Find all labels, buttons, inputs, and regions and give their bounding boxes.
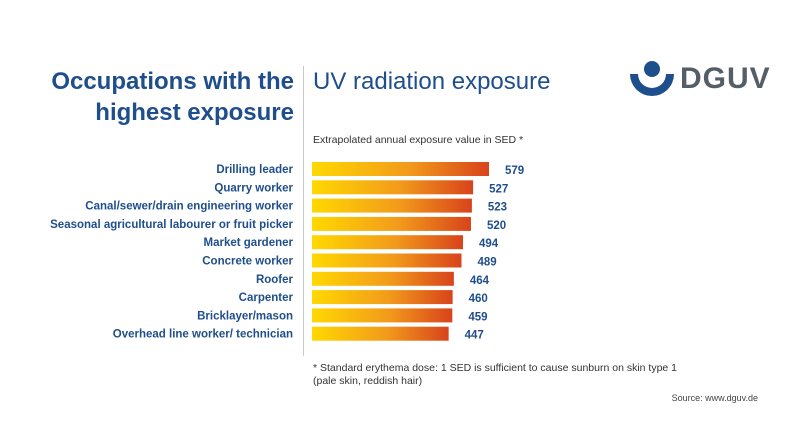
category-label: Overhead line worker/ technician	[113, 329, 293, 341]
bar	[312, 162, 489, 176]
value-label: 579	[505, 165, 524, 177]
footnote: * Standard erythema dose: 1 SED is suffi…	[313, 362, 677, 388]
page-title: Occupations with the highest exposure	[51, 66, 294, 128]
value-label: 460	[469, 293, 488, 305]
source-note: Source: www.dguv.de	[671, 393, 758, 403]
value-label: 494	[479, 238, 499, 250]
value-label: 527	[489, 183, 508, 195]
category-label: Drilling leader	[216, 164, 293, 176]
chart-subtitle: Extrapolated annual exposure value in SE…	[313, 134, 524, 146]
value-label: 489	[477, 257, 496, 269]
category-label: Seasonal agricultural labourer or fruit …	[50, 219, 293, 231]
page-title-line2: highest exposure	[95, 99, 294, 126]
footnote-line1: * Standard erythema dose: 1 SED is suffi…	[313, 362, 678, 374]
footnote-line2: (pale skin, reddish hair)	[313, 375, 423, 387]
category-label: Roofer	[256, 274, 294, 286]
category-label: Market gardener	[204, 237, 294, 249]
dguv-logo: DGUV	[630, 60, 770, 100]
value-label: 447	[465, 330, 484, 342]
category-label: Concrete worker	[202, 256, 293, 268]
category-label: Bricklayer/mason	[197, 310, 293, 322]
bar	[312, 198, 472, 213]
bar	[312, 180, 474, 195]
title-divider	[303, 66, 304, 356]
bar	[312, 253, 462, 268]
category-label: Carpenter	[239, 292, 294, 304]
value-label: 523	[488, 202, 507, 214]
bar	[312, 290, 453, 305]
bars-group: Drilling leader 579 Quarry worker 527 Canal/…	[50, 162, 524, 342]
chart-heading: UV radiation exposure	[313, 68, 551, 95]
logo-text: DGUV	[680, 62, 771, 95]
category-label: Quarry worker	[214, 182, 293, 194]
bar	[312, 235, 464, 250]
category-label: Canal/sewer/drain engineering worker	[85, 201, 293, 213]
value-label: 464	[470, 275, 490, 287]
value-label: 459	[468, 311, 487, 323]
value-label: 520	[487, 220, 506, 232]
bar	[312, 216, 471, 231]
bar	[312, 308, 453, 323]
bar	[312, 326, 449, 341]
page-title-line1: Occupations with the	[51, 68, 294, 95]
dguv-emblem-icon	[630, 61, 674, 96]
bar	[312, 271, 454, 286]
